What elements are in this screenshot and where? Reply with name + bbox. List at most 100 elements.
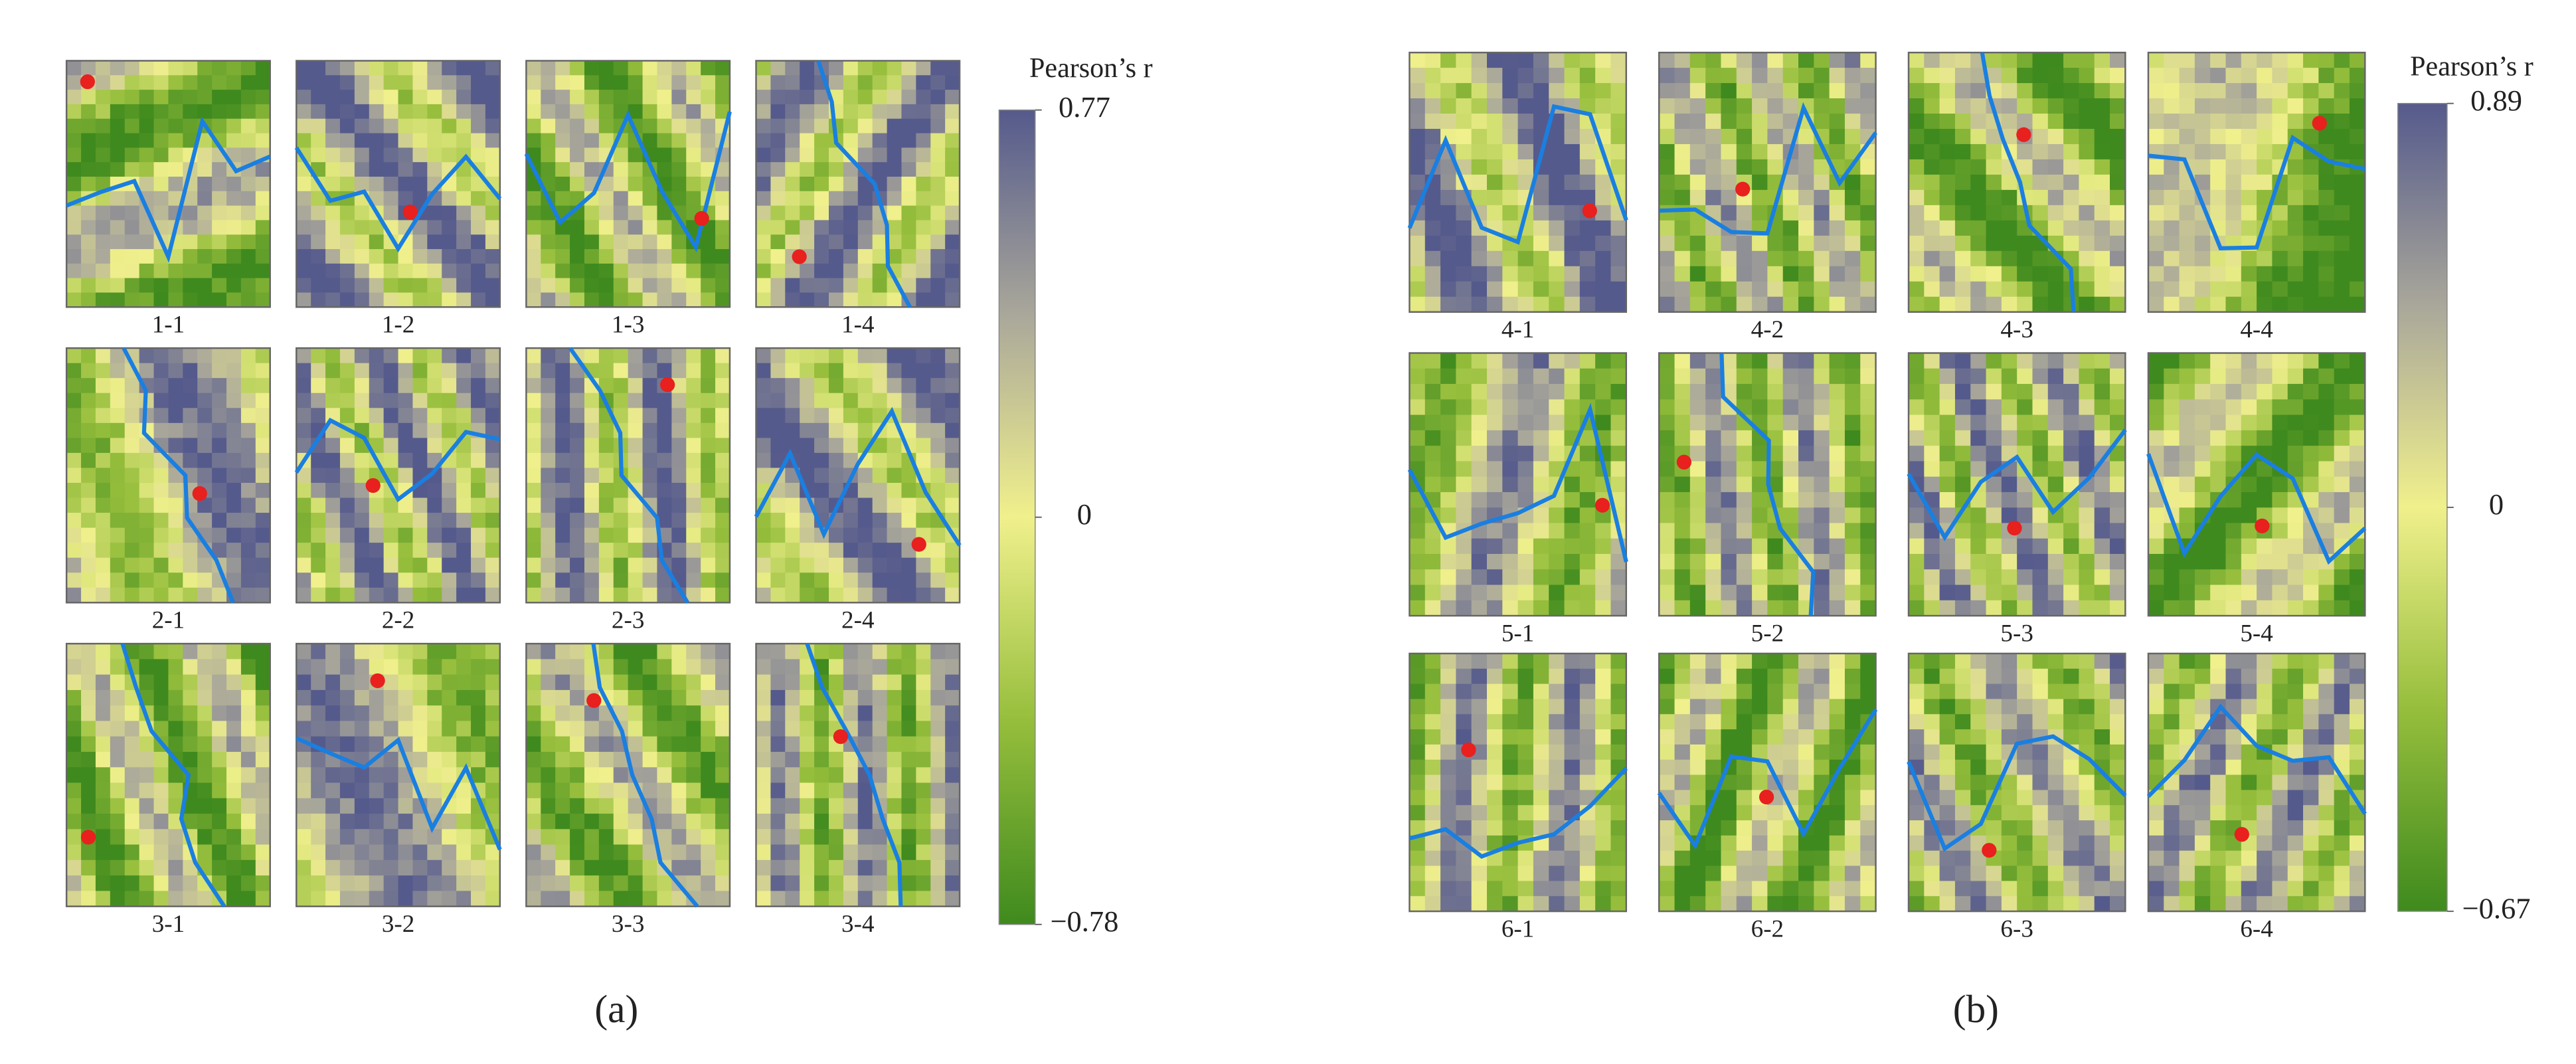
map-cell: [930, 829, 946, 845]
map-cell: [1564, 52, 1581, 68]
map-cell: [296, 263, 311, 279]
map-cell: [442, 844, 457, 861]
map-cell: [1721, 446, 1737, 462]
map-tile: [755, 60, 961, 308]
map-cell: [197, 721, 213, 737]
map-cell: [613, 674, 629, 691]
map-cell: [2303, 353, 2320, 369]
map-cell: [1659, 538, 1675, 555]
map-cell: [1954, 569, 1971, 586]
map-cell: [701, 147, 716, 163]
map-cell: [598, 422, 614, 439]
map-cell: [2318, 205, 2335, 221]
map-cell: [671, 234, 687, 250]
map-cell: [2287, 600, 2304, 616]
map-cell: [1814, 399, 1830, 416]
map-cell: [325, 378, 341, 394]
map-cell: [2272, 143, 2288, 160]
map-cell: [800, 292, 815, 308]
map-cell: [756, 292, 772, 308]
map-cell: [2225, 205, 2242, 221]
map-cell: [2110, 584, 2126, 601]
map-cell: [2110, 266, 2126, 282]
site-dot: [1735, 181, 1751, 197]
map-cell: [2148, 205, 2164, 221]
map-cell: [857, 468, 873, 484]
map-cell: [671, 468, 687, 484]
map-cell: [570, 497, 585, 513]
map-cell: [2318, 384, 2335, 400]
map-cell: [2194, 159, 2211, 175]
map-cell: [887, 452, 902, 469]
map-cell: [2179, 68, 2195, 84]
map-cell: [671, 438, 687, 454]
map-cell: [570, 452, 585, 469]
map-cell: [212, 162, 227, 177]
map-cell: [1721, 52, 1737, 68]
map-cell: [1689, 538, 1706, 555]
map-cell: [2179, 235, 2195, 252]
map-cell: [613, 278, 629, 294]
map-cell: [1456, 52, 1472, 68]
map-cell: [756, 133, 772, 149]
map-cell: [800, 705, 815, 722]
map-cell: [1579, 759, 1596, 776]
map-cell: [124, 782, 140, 799]
map-cell: [1579, 368, 1596, 385]
map-cell: [1689, 584, 1706, 601]
map-cell: [945, 104, 960, 120]
map-cell: [442, 543, 457, 559]
map-cell: [1767, 114, 1784, 130]
map-cell: [2032, 205, 2049, 221]
map-cell: [1954, 128, 1971, 145]
map-cell: [1486, 774, 1503, 791]
map-cell: [1595, 52, 1612, 68]
map-cell: [1486, 569, 1503, 586]
map-cell: [1954, 384, 1971, 400]
map-cell: [2349, 414, 2366, 431]
map-cell: [255, 60, 271, 76]
map-cell: [427, 751, 442, 768]
map-cell: [828, 363, 844, 379]
map-cell: [1814, 476, 1830, 493]
map-cell: [1502, 759, 1519, 776]
map-cell: [2032, 281, 2049, 298]
map-cell: [2257, 476, 2273, 493]
map-cell: [887, 573, 902, 588]
map-cell: [427, 721, 442, 737]
map-cell: [226, 513, 242, 529]
map-cell: [701, 736, 716, 753]
map-cell: [255, 875, 271, 892]
map-cell: [1721, 266, 1737, 282]
map-cell: [1610, 143, 1627, 160]
map-cell: [887, 721, 902, 737]
map-cell: [887, 249, 902, 264]
map-cell: [66, 497, 82, 513]
map-cell: [1610, 114, 1627, 130]
map-cell: [628, 513, 644, 529]
map-cell: [296, 798, 311, 814]
map-cell: [916, 751, 932, 768]
map-cell: [139, 162, 155, 177]
map-cell: [756, 408, 772, 424]
map-cell: [1486, 266, 1503, 282]
map-cell: [240, 234, 256, 250]
map-tile: [2147, 51, 2366, 313]
boundary-line: [1407, 402, 1628, 563]
map-cell: [369, 814, 385, 830]
map-cell: [2272, 538, 2288, 555]
map-cell: [1674, 476, 1691, 493]
map-cell: [2241, 507, 2257, 524]
map-cell: [814, 422, 829, 439]
map-cell: [240, 249, 256, 264]
map-cell: [843, 408, 859, 424]
map-cell: [2001, 368, 2018, 385]
map-cell: [1409, 554, 1426, 571]
map-cell: [255, 497, 271, 513]
map-cell: [857, 736, 873, 753]
map-cell: [1924, 128, 1940, 145]
map-cell: [756, 75, 772, 90]
map-cell: [800, 438, 815, 454]
map-cell: [427, 705, 442, 722]
map-cell: [1939, 569, 1956, 586]
